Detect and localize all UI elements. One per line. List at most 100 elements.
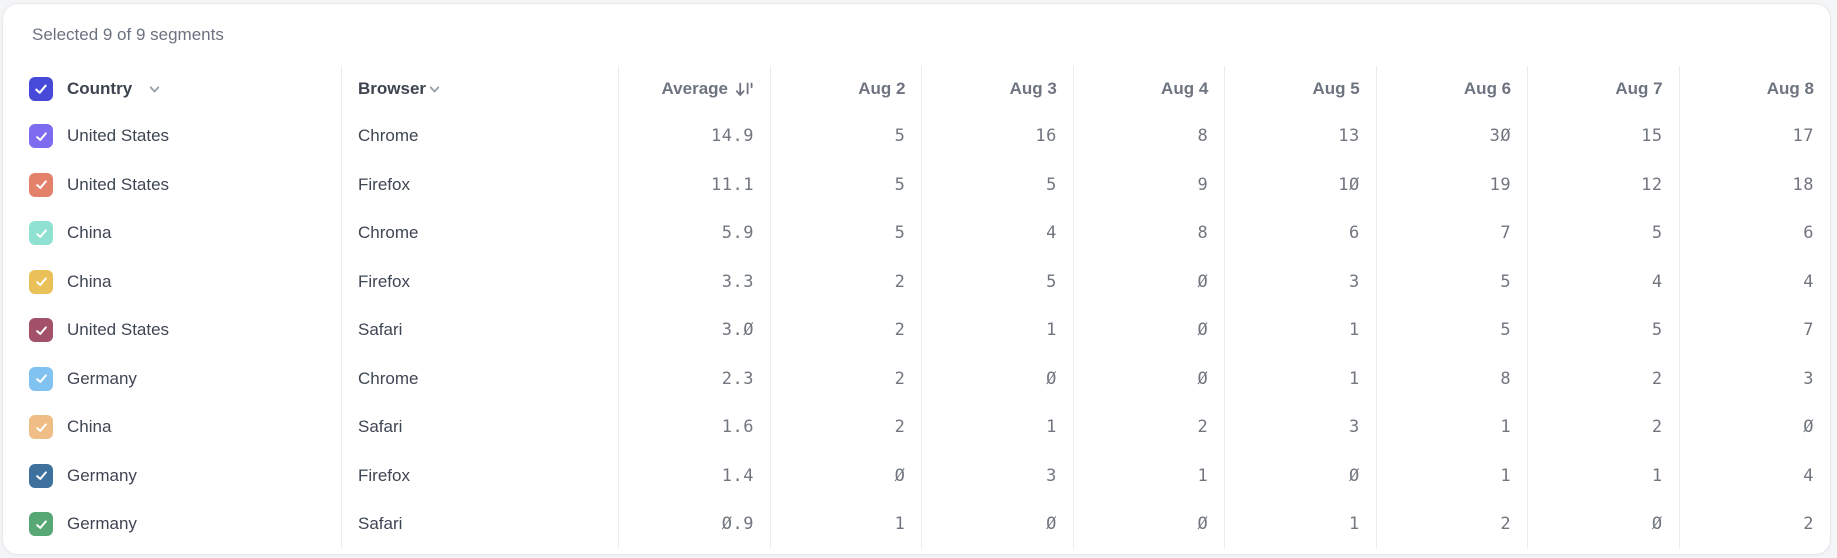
date-header-cell[interactable]: Aug 2 [770, 66, 921, 112]
day-value: 2 [894, 368, 906, 389]
country-value: United States [67, 126, 170, 146]
day-value-cell: 9 [1072, 160, 1224, 209]
table-body: United States Chrome 14.9 5 16 8 13 3Ø 15 17 Unite… [3, 112, 1830, 549]
day-value: 5 [1046, 174, 1057, 195]
segment-checkbox[interactable] [29, 172, 53, 197]
check-icon [35, 471, 47, 481]
day-value-cell: 3Ø [1375, 112, 1527, 161]
country-cell: China [3, 209, 341, 258]
country-value: China [67, 271, 112, 291]
segment-checkbox[interactable] [29, 463, 53, 488]
browser-value: Firefox [358, 174, 410, 194]
browser-value: Safari [358, 417, 403, 437]
check-icon [35, 423, 47, 432]
day-value: 18 [1792, 174, 1814, 195]
average-header-cell[interactable]: Average [618, 66, 770, 112]
country-value: China [67, 417, 112, 437]
day-value: 4 [1651, 271, 1663, 292]
day-value-cell: 4 [921, 209, 1072, 258]
table-row: China Chrome 5.9 5 4 8 6 7 5 6 [3, 209, 1830, 258]
browser-cell: Chrome [341, 209, 618, 258]
day-value-cell: 15 [1527, 112, 1678, 161]
check-icon [35, 277, 47, 287]
segment-checkbox[interactable] [29, 124, 53, 149]
day-value: 1 [1500, 465, 1512, 486]
browser-value: Firefox [358, 271, 410, 291]
country-cell: United States [3, 161, 341, 210]
day-value-cell: 7 [1678, 306, 1830, 355]
day-value: 4 [1803, 271, 1814, 292]
average-cell: 3.Ø [618, 306, 770, 355]
sort-descending-icon[interactable] [735, 80, 754, 99]
segment-checkbox[interactable] [29, 415, 53, 440]
average-value: Ø.9 [721, 514, 754, 535]
day-value-cell: 1 [1527, 451, 1678, 500]
day-value-cell: 8 [1072, 112, 1224, 161]
day-value-cell: Ø [1072, 354, 1224, 403]
country-value: United States [67, 320, 170, 340]
browser-cell: Firefox [341, 451, 618, 500]
chevron-down-icon[interactable] [428, 83, 441, 96]
browser-cell: Safari [341, 500, 618, 549]
country-header-cell: Country [3, 66, 341, 112]
day-value-cell: Ø [921, 500, 1072, 549]
browser-column-label[interactable]: Browser [358, 79, 427, 98]
date-header-cell[interactable]: Aug 6 [1375, 66, 1527, 112]
check-icon [35, 84, 47, 94]
day-value: 3Ø [1489, 126, 1512, 147]
day-value: 16 [1035, 126, 1057, 147]
browser-value: Chrome [358, 126, 419, 146]
day-value: 19 [1489, 174, 1512, 195]
average-value: 14.9 [711, 126, 754, 147]
selection-status: Selected 9 of 9 segments [32, 25, 224, 44]
date-column-label: Aug 3 [1009, 79, 1057, 98]
segment-checkbox[interactable] [29, 221, 53, 246]
day-value: 3 [1046, 465, 1057, 486]
average-value: 1.4 [721, 465, 754, 486]
select-all-checkbox[interactable] [29, 77, 53, 101]
day-value: Ø [1197, 320, 1209, 341]
segment-checkbox[interactable] [29, 269, 53, 294]
average-value: 3.Ø [721, 320, 754, 341]
browser-cell: Firefox [341, 160, 618, 209]
country-column-label[interactable]: Country [67, 79, 133, 98]
segment-checkbox[interactable] [29, 512, 53, 537]
check-icon [35, 326, 47, 335]
day-value-cell: 2 [770, 403, 921, 452]
country-value: Germany [67, 514, 137, 534]
day-value: 5 [894, 174, 906, 195]
date-header-cell[interactable]: Aug 5 [1224, 66, 1375, 112]
segment-checkbox[interactable] [29, 366, 53, 391]
day-value-cell: 5 [770, 209, 921, 258]
day-value-cell: 17 [1678, 112, 1830, 161]
date-header-cell[interactable]: Aug 8 [1678, 66, 1830, 112]
day-value-cell: 12 [1527, 160, 1678, 209]
day-value-cell: 3 [1224, 257, 1375, 306]
date-header-cell[interactable]: Aug 3 [921, 66, 1072, 112]
browser-value: Chrome [358, 368, 419, 388]
day-value: 1 [1046, 417, 1057, 438]
chevron-down-icon[interactable] [148, 83, 161, 96]
day-value-cell: 3 [1678, 354, 1830, 403]
check-icon [35, 132, 47, 141]
day-value: 1 [1197, 465, 1209, 486]
browser-value: Firefox [358, 465, 410, 485]
country-cell: United States [3, 306, 341, 355]
browser-cell: Safari [341, 403, 618, 452]
day-value: Ø [1803, 417, 1814, 438]
average-column-label: Average [661, 79, 728, 98]
segments-table-card: Selected 9 of 9 segments Country Browser [2, 3, 1831, 555]
table-row: China Safari 1.6 2 1 2 3 1 2 Ø [3, 403, 1830, 452]
day-value-cell: 3 [1224, 403, 1375, 452]
date-header-cell[interactable]: Aug 4 [1072, 66, 1224, 112]
day-value: 5 [1500, 320, 1512, 341]
day-value-cell: 2 [1678, 500, 1830, 549]
segment-checkbox[interactable] [29, 318, 53, 343]
day-value-cell: 5 [921, 257, 1072, 306]
country-value: China [67, 223, 112, 243]
browser-header-cell: Browser [341, 66, 618, 112]
browser-cell: Safari [341, 306, 618, 355]
date-header-cell[interactable]: Aug 7 [1527, 66, 1678, 112]
day-value: 1 [1500, 417, 1512, 438]
day-value: 1 [1348, 514, 1360, 535]
